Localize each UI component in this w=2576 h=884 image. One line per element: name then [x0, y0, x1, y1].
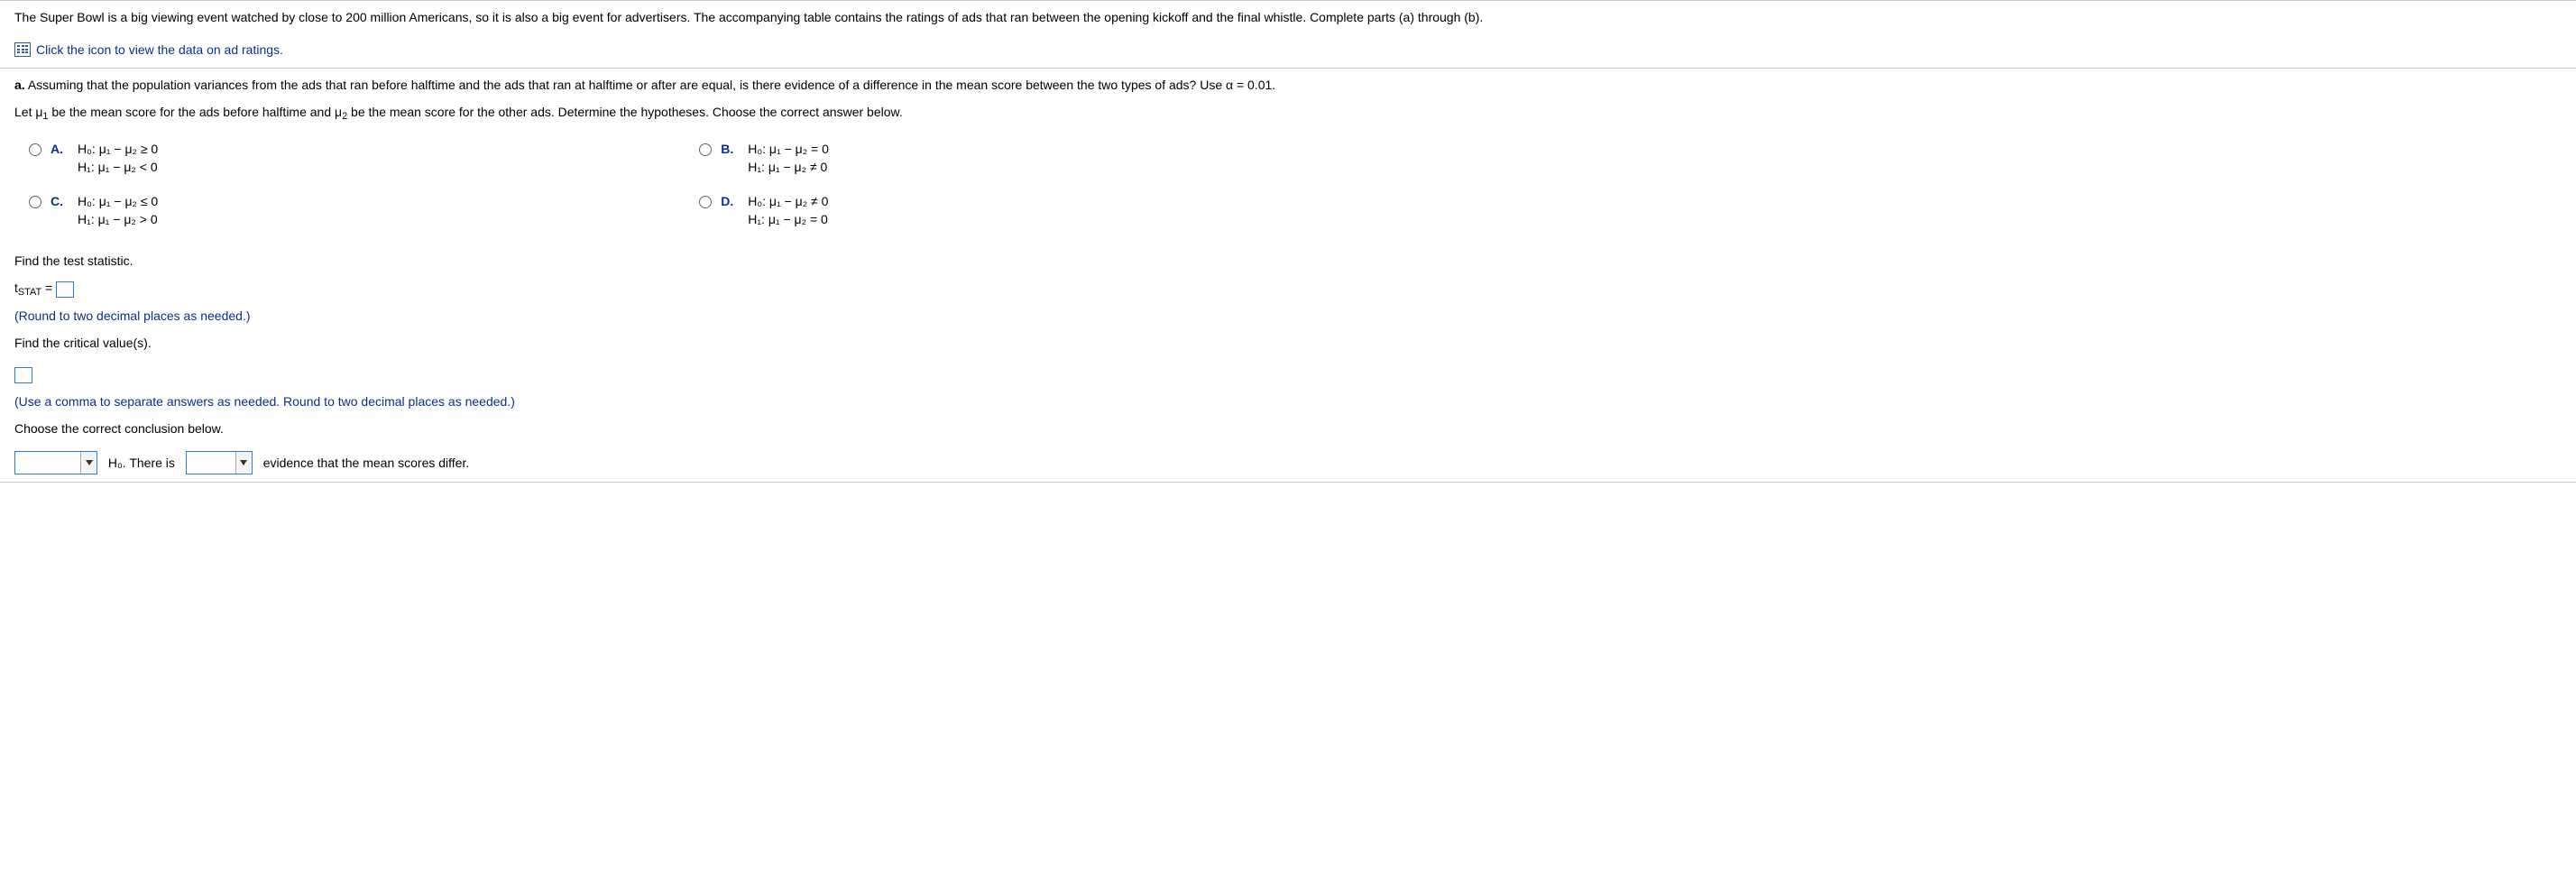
choice-b-h0: H₀: μ₁ − μ₂ = 0	[748, 142, 829, 156]
part-a-section: a. Assuming that the population variance…	[0, 69, 2576, 483]
choice-a-label: A.	[51, 142, 63, 156]
tstat-sub: STAT	[18, 287, 41, 298]
reject-select[interactable]	[14, 451, 97, 474]
select-caret-1	[80, 452, 97, 474]
select-caret-2	[235, 452, 252, 474]
radio-c[interactable]	[29, 196, 41, 208]
tstat-row: tSTAT =	[14, 279, 2562, 298]
tstat-round-hint: (Round to two decimal places as needed.)	[14, 307, 2562, 325]
radio-a[interactable]	[29, 143, 41, 156]
find-crit-label: Find the critical value(s).	[14, 334, 2562, 352]
choice-c-hyp: H₀: μ₁ − μ₂ ≤ 0 H₁: μ₁ − μ₂ > 0	[78, 194, 158, 226]
choice-d-label: D.	[721, 194, 733, 208]
h0-text: H₀. There is	[105, 456, 179, 470]
evidence-text: evidence that the mean scores differ.	[260, 456, 469, 470]
table-icon	[14, 42, 31, 57]
view-data-link[interactable]: Click the icon to view the data on ad ra…	[14, 42, 283, 57]
radio-b[interactable]	[699, 143, 712, 156]
question-container: The Super Bowl is a big viewing event wa…	[0, 0, 2576, 884]
let-definition: Let μ1 be the mean score for the ads bef…	[14, 103, 2562, 122]
part-letter: a.	[14, 78, 25, 92]
mu1-sub: 1	[42, 111, 48, 122]
choice-a-hyp: H₀: μ₁ − μ₂ ≥ 0 H₁: μ₁ − μ₂ < 0	[78, 142, 158, 174]
view-data-label: Click the icon to view the data on ad ra…	[36, 42, 283, 57]
choice-b-h1: H₁: μ₁ − μ₂ ≠ 0	[748, 160, 829, 174]
part-a-question: a. Assuming that the population variance…	[14, 76, 2562, 94]
choice-d-hyp: H₀: μ₁ − μ₂ ≠ 0 H₁: μ₁ − μ₂ = 0	[748, 194, 828, 226]
choice-c-h0: H₀: μ₁ − μ₂ ≤ 0	[78, 194, 158, 208]
choice-col-right: B. H₀: μ₁ − μ₂ = 0 H₁: μ₁ − μ₂ ≠ 0 D. H₀…	[699, 142, 829, 226]
choice-a-h0: H₀: μ₁ − μ₂ ≥ 0	[78, 142, 158, 156]
choice-d-h1: H₁: μ₁ − μ₂ = 0	[748, 212, 828, 226]
intro-section: The Super Bowl is a big viewing event wa…	[0, 0, 2576, 69]
conclusion-line: H₀. There is evidence that the mean scor…	[14, 451, 2562, 474]
chevron-down-icon	[240, 460, 247, 465]
letdef-3: be the mean score for the other ads. Det…	[347, 105, 903, 119]
mu2-sub: 2	[342, 111, 347, 122]
crit-input[interactable]	[14, 367, 32, 383]
choice-col-left: A. H₀: μ₁ − μ₂ ≥ 0 H₁: μ₁ − μ₂ < 0 C. H₀…	[29, 142, 158, 226]
choose-conclusion-label: Choose the correct conclusion below.	[14, 419, 2562, 437]
intro-text: The Super Bowl is a big viewing event wa…	[14, 8, 2562, 26]
chevron-down-icon	[86, 460, 93, 465]
letdef-1: Let μ	[14, 105, 42, 119]
choice-d-h0: H₀: μ₁ − μ₂ ≠ 0	[748, 194, 828, 208]
tstat-input[interactable]	[56, 281, 74, 298]
find-test-statistic: Find the test statistic. tSTAT = (Round …	[14, 252, 2562, 325]
choice-a[interactable]: A. H₀: μ₁ − μ₂ ≥ 0 H₁: μ₁ − μ₂ < 0	[29, 142, 158, 174]
find-stat-label: Find the test statistic.	[14, 252, 2562, 270]
part-a-text: Assuming that the population variances f…	[28, 78, 1275, 92]
hypothesis-choices: A. H₀: μ₁ − μ₂ ≥ 0 H₁: μ₁ − μ₂ < 0 C. H₀…	[29, 142, 2562, 226]
choice-b[interactable]: B. H₀: μ₁ − μ₂ = 0 H₁: μ₁ − μ₂ ≠ 0	[699, 142, 829, 174]
crit-hint: (Use a comma to separate answers as need…	[14, 392, 2562, 410]
choice-c[interactable]: C. H₀: μ₁ − μ₂ ≤ 0 H₁: μ₁ − μ₂ > 0	[29, 194, 158, 226]
choice-b-label: B.	[721, 142, 733, 156]
choice-d[interactable]: D. H₀: μ₁ − μ₂ ≠ 0 H₁: μ₁ − μ₂ = 0	[699, 194, 829, 226]
tstat-eq: =	[41, 281, 56, 295]
choice-a-h1: H₁: μ₁ − μ₂ < 0	[78, 160, 158, 174]
evidence-select[interactable]	[186, 451, 253, 474]
choice-b-hyp: H₀: μ₁ − μ₂ = 0 H₁: μ₁ − μ₂ ≠ 0	[748, 142, 829, 174]
choice-c-label: C.	[51, 194, 63, 208]
crit-input-row	[14, 365, 2562, 383]
choice-c-h1: H₁: μ₁ − μ₂ > 0	[78, 212, 158, 226]
radio-d[interactable]	[699, 196, 712, 208]
letdef-2: be the mean score for the ads before hal…	[49, 105, 343, 119]
